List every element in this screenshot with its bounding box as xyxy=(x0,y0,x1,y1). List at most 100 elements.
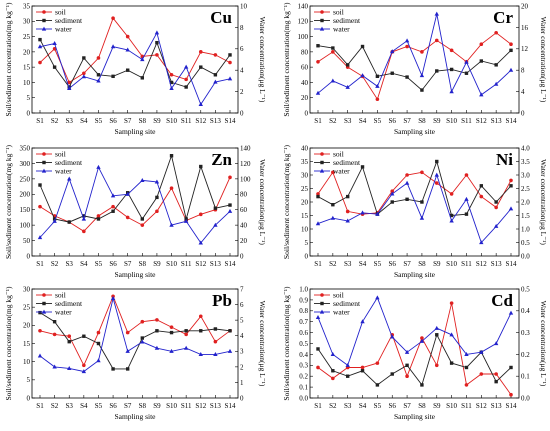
data-point-soil xyxy=(449,192,454,196)
legend-marker-water xyxy=(319,168,325,173)
x-tick-label: S9 xyxy=(153,260,161,268)
data-point-water xyxy=(125,47,130,52)
data-point-water xyxy=(52,41,57,46)
data-point-soil xyxy=(375,97,380,102)
data-point-sediment xyxy=(316,44,320,48)
legend-marker-water xyxy=(41,26,47,31)
data-point-water xyxy=(390,49,395,54)
data-point-water xyxy=(110,193,116,198)
data-point-sediment xyxy=(345,374,350,378)
x-tick-label: S8 xyxy=(418,260,426,268)
legend-label-water: water xyxy=(55,308,72,317)
legend-marker-sediment xyxy=(320,160,324,165)
right-axis-label: Water concentration(μg L⁻¹) xyxy=(258,301,267,387)
legend-marker-water xyxy=(41,309,47,314)
data-point-soil xyxy=(111,16,115,21)
data-point-soil xyxy=(169,325,174,329)
data-point-sediment xyxy=(375,74,380,79)
x-tick-label: S9 xyxy=(153,117,161,125)
data-point-water xyxy=(213,222,218,227)
data-point-water xyxy=(330,78,336,83)
data-point-soil xyxy=(198,212,203,217)
legend-marker-sediment xyxy=(42,301,46,306)
data-point-soil xyxy=(96,214,101,218)
left-tick-label: 20 xyxy=(301,198,309,206)
data-point-soil xyxy=(169,72,174,77)
data-point-sediment xyxy=(375,383,380,387)
left-axis-label: Soil/sediment concentration(mg kg⁻¹) xyxy=(4,286,13,401)
left-tick-label: 25 xyxy=(301,185,309,193)
data-point-water xyxy=(67,176,72,181)
data-point-water xyxy=(154,345,160,350)
x-tick-label: S4 xyxy=(359,117,367,125)
data-point-water xyxy=(493,81,499,86)
x-tick-label: S11 xyxy=(181,402,192,410)
left-tick-label: 50 xyxy=(23,237,31,245)
data-point-water xyxy=(345,362,350,367)
data-point-water xyxy=(479,349,484,354)
legend-marker-sediment xyxy=(320,18,324,23)
data-point-water xyxy=(52,218,57,223)
x-tick-label: S5 xyxy=(374,402,382,410)
data-point-soil xyxy=(494,205,498,210)
data-point-soil xyxy=(405,44,409,49)
data-point-soil xyxy=(155,318,159,322)
element-title: Cr xyxy=(493,8,513,27)
data-point-water xyxy=(198,352,203,356)
legend-label-soil: soil xyxy=(55,8,66,17)
x-tick-label: S1 xyxy=(314,117,322,125)
left-tick-label: 1.0 xyxy=(299,285,308,293)
x-tick-label: S10 xyxy=(446,402,457,410)
data-point-soil xyxy=(375,361,380,365)
right-tick-label: 3.5 xyxy=(521,158,530,166)
data-point-water xyxy=(360,210,365,215)
data-point-sediment xyxy=(52,65,57,69)
x-tick-label: S3 xyxy=(66,260,74,268)
data-point-sediment xyxy=(111,209,115,213)
data-point-soil xyxy=(38,204,42,209)
data-point-sediment xyxy=(199,164,203,169)
data-point-water xyxy=(96,164,101,169)
legend-label-water: water xyxy=(333,25,350,34)
x-tick-label: S8 xyxy=(418,117,426,125)
data-point-soil xyxy=(434,38,439,43)
x-tick-label: S13 xyxy=(491,402,502,410)
right-tick-label: 0.0 xyxy=(521,252,530,260)
right-tick-label: 60 xyxy=(240,206,248,214)
x-tick-label: S12 xyxy=(195,260,206,268)
data-point-sediment xyxy=(228,53,232,57)
x-tick-label: S6 xyxy=(109,260,117,268)
series-line-soil xyxy=(317,303,512,395)
x-tick-label: S2 xyxy=(329,117,337,125)
right-tick-label: 0.5 xyxy=(521,285,530,293)
left-tick-label: 40 xyxy=(301,79,309,87)
data-point-sediment xyxy=(390,200,394,204)
data-point-soil xyxy=(111,204,115,209)
data-point-soil xyxy=(390,189,395,193)
data-point-sediment xyxy=(38,183,42,187)
data-point-soil xyxy=(52,47,57,51)
x-tick-label: S6 xyxy=(109,117,117,125)
data-point-soil xyxy=(405,173,409,177)
data-point-sediment xyxy=(213,206,218,210)
x-tick-label: S12 xyxy=(476,117,487,125)
right-tick-label: 0 xyxy=(521,109,525,117)
x-tick-label: S14 xyxy=(225,117,236,125)
right-tick-label: 2 xyxy=(240,363,244,371)
data-point-sediment xyxy=(331,203,335,207)
legend-marker-soil xyxy=(42,10,46,14)
left-tick-label: 15 xyxy=(23,64,31,72)
data-point-soil xyxy=(479,42,484,47)
right-tick-label: 16 xyxy=(521,24,529,32)
data-point-sediment xyxy=(140,76,145,80)
data-point-sediment xyxy=(494,200,498,204)
data-point-water xyxy=(96,358,101,363)
series-line-water xyxy=(317,296,512,367)
plot-frame xyxy=(31,5,239,114)
data-point-water xyxy=(110,295,116,300)
x-tick-label: S14 xyxy=(506,260,517,268)
data-point-water xyxy=(154,179,160,184)
right-axis-label: Water concentration(μg L⁻¹) xyxy=(258,159,267,245)
